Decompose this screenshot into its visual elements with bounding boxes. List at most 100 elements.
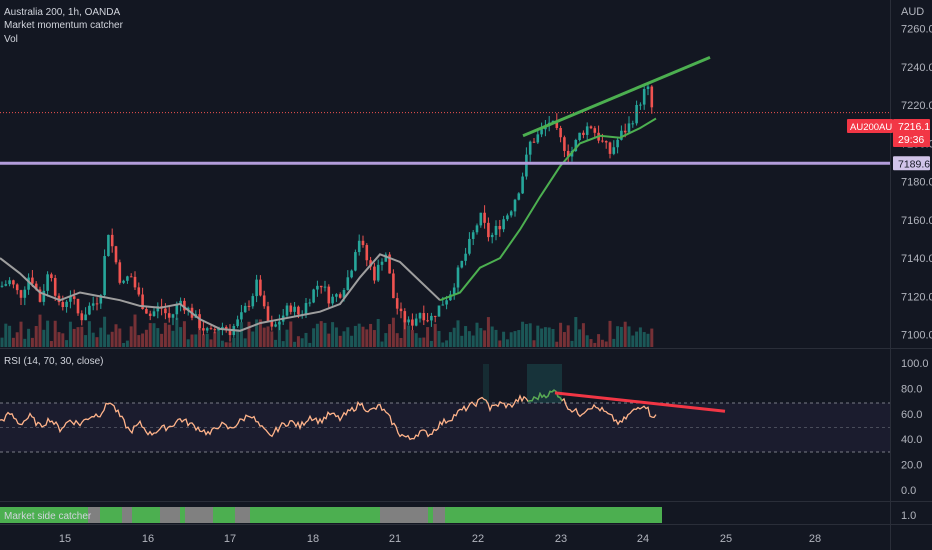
candle-body (589, 126, 593, 129)
volume-bar (418, 337, 422, 347)
volume-bar (540, 328, 544, 347)
volume-bar (11, 337, 15, 347)
volume-bar (27, 328, 31, 347)
candle-body (243, 305, 247, 313)
market-side-catcher-bars (0, 507, 662, 523)
candle-body (236, 319, 239, 327)
volume-bar (452, 327, 456, 347)
volume-bar (156, 328, 160, 347)
candle-body (646, 86, 650, 90)
volume-bar (198, 318, 202, 347)
volume-bar (353, 325, 357, 347)
candle-body (555, 120, 559, 128)
volume-bar (110, 331, 114, 347)
volume-bar (217, 326, 221, 347)
candle-body (426, 320, 429, 322)
catcher-title[interactable]: Market side catcher (4, 511, 92, 522)
volume-bar (361, 326, 365, 347)
volume-bar (517, 330, 521, 347)
volume-bar (274, 339, 278, 347)
candle-body (15, 284, 19, 291)
volume-bar (224, 342, 228, 347)
volume-bar (570, 340, 574, 347)
candle-body (69, 296, 72, 302)
volume-bar (384, 333, 388, 347)
time-axis[interactable]: 15 16 17 18 21 22 23 24 25 28 (59, 533, 821, 545)
volume-bar (536, 325, 540, 347)
candle-body (274, 324, 277, 327)
currency-label: AUD (901, 6, 924, 18)
volume-bar (209, 339, 213, 347)
candle-body (407, 319, 410, 323)
volume-label[interactable]: Vol (4, 34, 18, 45)
candle-body (468, 238, 471, 254)
candle-body (8, 280, 11, 285)
volume-bar (543, 327, 547, 347)
candle-body (304, 303, 308, 315)
candle-body (418, 313, 422, 319)
candle-body (627, 123, 631, 133)
candle-body (365, 245, 369, 261)
volume-bar (551, 328, 555, 347)
volume-bar (600, 339, 604, 347)
candle-body (118, 262, 122, 283)
volume-bar (498, 340, 502, 347)
volume-bar (581, 323, 585, 347)
candle-body (198, 314, 201, 329)
rsi-title[interactable]: RSI (14, 70, 30, close) (4, 356, 104, 367)
volume-bar (65, 340, 69, 347)
volume-bar (574, 317, 578, 347)
candle-body (95, 303, 99, 305)
volume-bar (357, 323, 361, 347)
candle-body (433, 315, 437, 317)
trendline-green[interactable] (522, 55, 711, 138)
time-tick: 15 (59, 533, 71, 545)
candle-body (392, 273, 395, 299)
candle-body (126, 276, 129, 281)
volume-bar (445, 340, 449, 347)
symbol-title[interactable]: Australia 200, 1h, OANDA (4, 7, 120, 18)
indicator-label[interactable]: Market momentum catcher (4, 20, 124, 31)
volume-bar (315, 323, 319, 347)
volume-bar (437, 330, 441, 347)
volume-bar (190, 334, 194, 347)
volume-bar (236, 329, 240, 347)
candle-body (27, 277, 30, 290)
catcher-segment (122, 507, 132, 523)
candle-body (293, 306, 296, 312)
catcher-segment (0, 507, 88, 523)
volume-bar (129, 326, 133, 347)
candle-body (270, 321, 274, 327)
candle-body (110, 234, 114, 247)
volume-bar (532, 340, 536, 347)
price-axis[interactable]: 7260.07240.07220.07200.07180.07160.07140… (901, 24, 932, 342)
candle-body (23, 289, 27, 298)
volume-bar (228, 342, 232, 347)
candle-body (34, 283, 38, 290)
time-tick: 17 (224, 533, 236, 545)
volume-bar (502, 331, 506, 347)
volume-bar (346, 327, 350, 347)
candle-body (525, 154, 528, 177)
candle-body (331, 296, 334, 304)
candle-body (384, 254, 388, 262)
trendline-red[interactable] (554, 391, 726, 413)
volume-bar (0, 337, 4, 347)
price-tick: 7140.0 (901, 253, 932, 265)
volume-bar (251, 331, 255, 347)
volume-bar (342, 331, 346, 347)
candle-body (65, 301, 68, 308)
volume-bar (46, 320, 50, 347)
candle-body (148, 313, 152, 316)
volume-bar (365, 329, 369, 347)
candle-body (137, 287, 141, 295)
candle-body (152, 311, 156, 316)
catcher-segment (250, 507, 380, 523)
candle-body (487, 222, 490, 238)
candle-body (76, 298, 80, 314)
candle-body (145, 309, 148, 314)
volume-bar (91, 332, 95, 347)
volume-bar (331, 322, 335, 347)
volume-bar (638, 327, 642, 347)
